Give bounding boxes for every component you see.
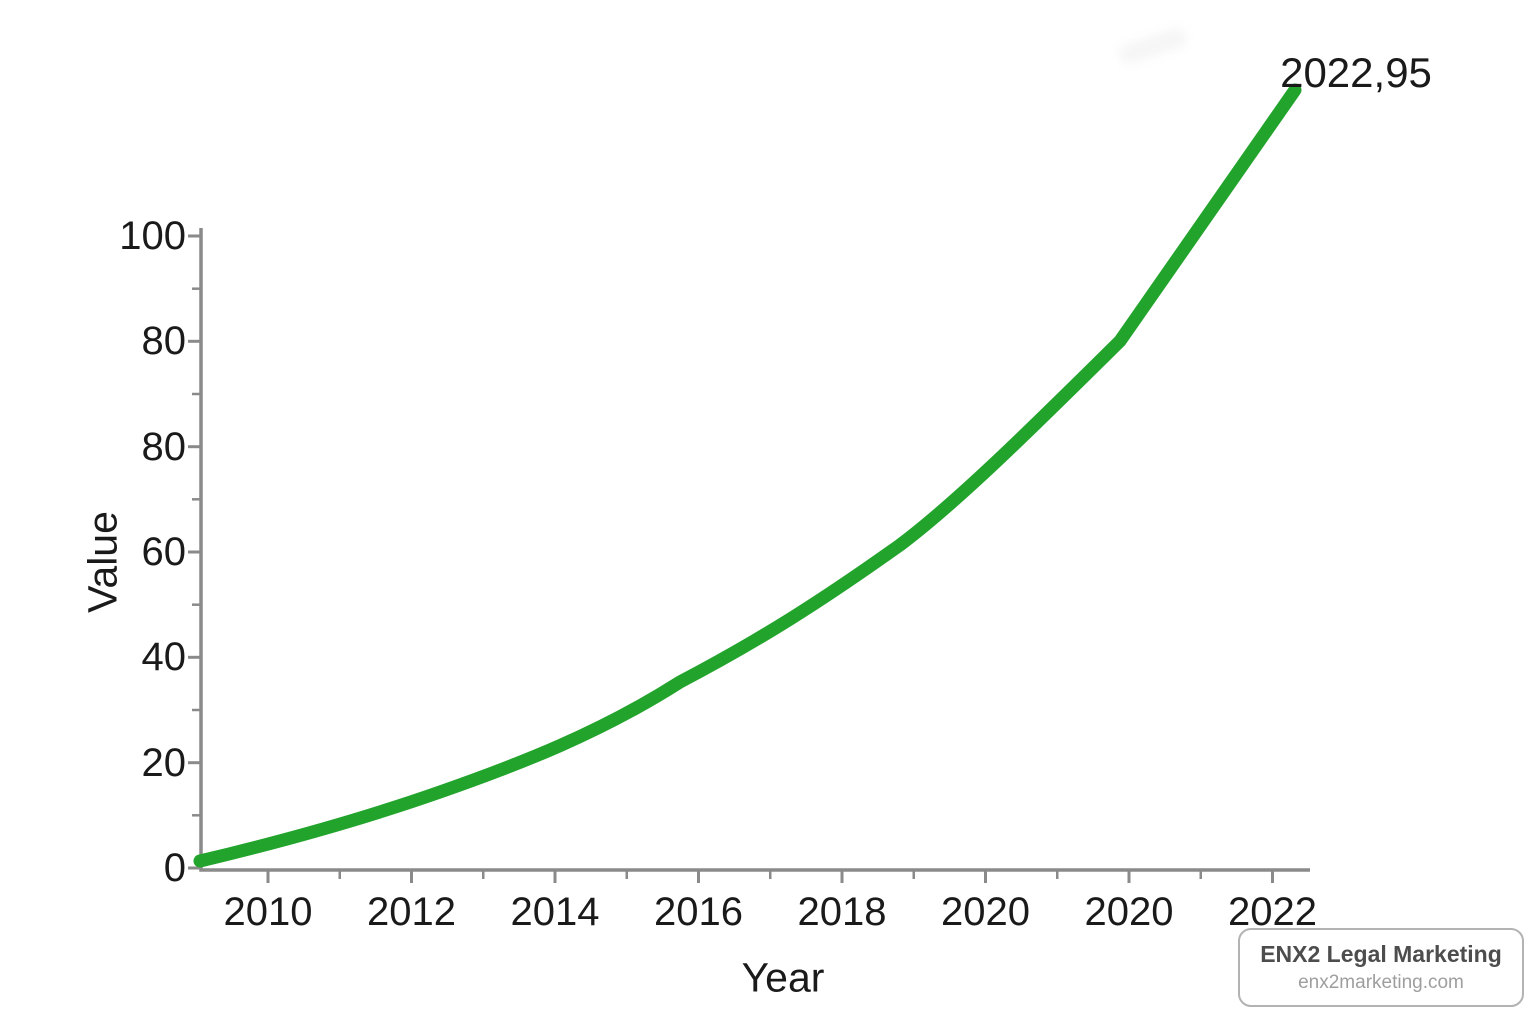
x-tick-label: 2018: [797, 890, 887, 934]
x-axis-title: Year: [741, 954, 825, 1001]
y-tick-label: 80: [141, 424, 187, 469]
y-tick-label: 80: [141, 319, 187, 364]
endpoint-annotation: 2022,95: [1280, 49, 1432, 96]
x-tick-label: 2012: [367, 890, 456, 934]
y-tick-label: 100: [119, 214, 186, 258]
x-tick-label: 2016: [654, 890, 743, 934]
watermark-badge: ENX2 Legal Marketing enx2marketing.com: [1238, 928, 1524, 1007]
x-tick-label: 2010: [223, 890, 313, 934]
x-tick-label: 2022: [1228, 890, 1317, 934]
y-tick-label: 60: [141, 530, 187, 574]
y-tick-label: 40: [141, 635, 187, 680]
x-tick-label: 2014: [510, 890, 600, 934]
watermark-domain: enx2marketing.com: [1298, 972, 1464, 993]
watermark-title: ENX2 Legal Marketing: [1260, 941, 1502, 967]
x-tick-label: 2020: [941, 890, 1030, 934]
value-series-line: [193, 83, 1302, 868]
x-tick-label: 2020: [1084, 890, 1174, 934]
y-tick-label: 20: [141, 740, 187, 785]
y-tick-label: 0: [163, 846, 186, 890]
axes-lines: [199, 228, 1310, 872]
